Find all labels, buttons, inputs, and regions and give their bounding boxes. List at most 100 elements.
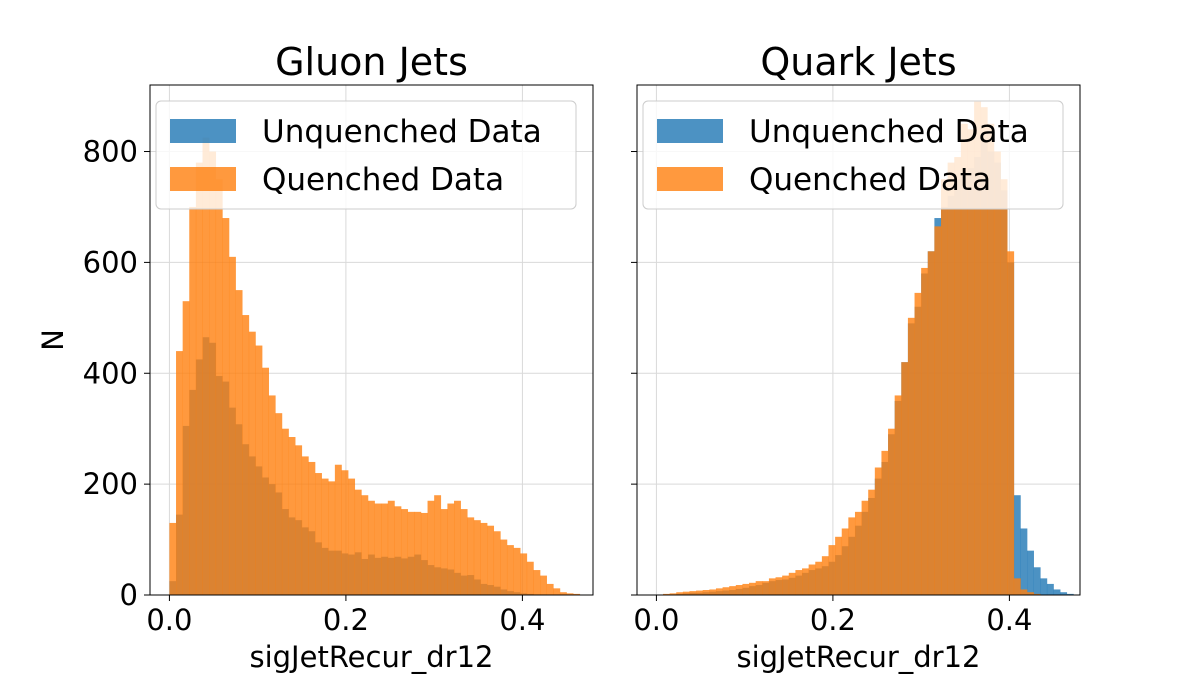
x-axis-label: sigJetRecur_dr12: [249, 640, 493, 674]
legend-label: Unquenched Data: [262, 114, 542, 150]
histogram-bar: [222, 218, 230, 596]
histogram-bar: [348, 478, 356, 595]
histogram-bar: [1020, 528, 1028, 595]
histogram-bar: [513, 547, 521, 595]
histogram-bar: [255, 345, 263, 595]
histogram-bar: [868, 489, 876, 595]
histogram-bar: [682, 591, 690, 595]
histogram-bar: [262, 367, 269, 595]
histogram-bar: [702, 590, 710, 595]
histogram-bar: [1053, 589, 1061, 595]
histogram-bar: [755, 581, 763, 595]
y-tick-label: 800: [83, 135, 138, 169]
x-tick-label: 0.2: [810, 603, 856, 637]
series-quenched-data: [169, 137, 581, 596]
histogram-bar: [381, 503, 389, 595]
histogram-bar: [1013, 578, 1021, 595]
histogram-bar: [454, 500, 461, 595]
histogram-bar: [315, 473, 322, 595]
histogram-bar: [921, 267, 929, 595]
histogram-bar: [354, 489, 362, 595]
quark-jets-panel: 0.0 0.2 0.4 Quark Jets sigJetRecur_dr12 Unque…: [631, 40, 1081, 674]
histogram-bar: [414, 511, 422, 595]
histogram-bar: [526, 561, 534, 595]
histogram-bar: [881, 450, 889, 595]
histogram-bar: [394, 506, 402, 595]
y-axis-label: N: [36, 329, 70, 351]
histogram-bar: [202, 137, 210, 596]
x-tick-label: 0.4: [986, 603, 1032, 637]
histogram-bar: [934, 226, 942, 595]
histogram-bar: [288, 437, 296, 595]
histogram-bar: [295, 445, 303, 595]
histogram-bar: [235, 290, 243, 595]
histogram-bar: [1020, 589, 1028, 595]
histogram-bar: [715, 588, 723, 595]
histogram-bar: [242, 315, 250, 595]
histogram-bar: [427, 500, 435, 595]
histogram-bar: [559, 592, 567, 595]
legend-swatch: [170, 119, 236, 143]
histogram-bar: [735, 585, 743, 595]
histogram-bar: [401, 509, 408, 595]
histogram-bar: [980, 107, 988, 595]
legend-box: [155, 100, 577, 210]
histogram-bar: [275, 413, 283, 595]
histogram-bar: [861, 500, 869, 595]
histogram-bar: [434, 495, 442, 595]
histogram-bar: [573, 593, 581, 595]
histogram-bar: [709, 589, 717, 595]
x-tick-label: 0.0: [633, 603, 679, 637]
histogram-bar: [553, 588, 561, 595]
histogram-bar: [176, 351, 183, 595]
legend-swatch: [170, 167, 236, 191]
histogram-bar: [689, 591, 697, 595]
x-axis-label: sigJetRecur_dr12: [736, 640, 980, 674]
histogram-bar: [268, 395, 276, 595]
histogram-bar: [467, 517, 475, 595]
histogram-bar: [473, 520, 481, 595]
histogram-bar: [1007, 251, 1015, 595]
quark-panel-title: Quark Jets: [760, 40, 956, 84]
histogram-bar: [281, 428, 289, 595]
histogram-bar: [169, 522, 177, 595]
axes-frame: [636, 84, 1081, 596]
histogram-bar: [848, 517, 856, 595]
histogram-bar: [874, 467, 882, 595]
histogram-bar: [520, 553, 528, 595]
histogram-bar: [775, 577, 783, 595]
histogram-bar: [901, 362, 909, 595]
histogram-bar: [493, 531, 501, 595]
histogram-bar: [1027, 592, 1034, 595]
histogram-bar: [762, 581, 770, 595]
histogram-bar: [795, 570, 803, 595]
legend-label: Unquenched Data: [749, 114, 1029, 150]
legend: Unquenched Data Quenched Data: [155, 100, 577, 210]
histogram-bar: [334, 464, 342, 595]
histogram-bar: [749, 582, 756, 595]
histogram-bar: [927, 251, 935, 595]
histogram-bar: [215, 179, 223, 595]
histogram-bar: [228, 256, 236, 595]
histogram-bar: [195, 162, 203, 595]
histogram-bar: [301, 456, 309, 595]
histogram-bar: [374, 503, 382, 595]
histogram-bar: [894, 395, 902, 595]
histogram-bar: [841, 528, 849, 595]
histogram-bar: [941, 179, 948, 595]
histogram-bar: [546, 583, 554, 595]
legend-swatch: [657, 167, 723, 191]
y-tick-label: 200: [83, 467, 138, 501]
axes-frame: [149, 84, 594, 596]
legend-label: Quenched Data: [262, 162, 504, 198]
histogram-bar: [182, 301, 190, 595]
histogram-bar: [768, 578, 776, 595]
histogram-bar: [447, 503, 455, 595]
histogram-bar: [341, 470, 349, 595]
histogram-bar: [993, 151, 1001, 596]
x-tick-label: 0.2: [323, 603, 369, 637]
histogram-bar: [328, 481, 336, 595]
histogram-bar: [1033, 567, 1041, 595]
histogram-bar: [729, 586, 737, 595]
